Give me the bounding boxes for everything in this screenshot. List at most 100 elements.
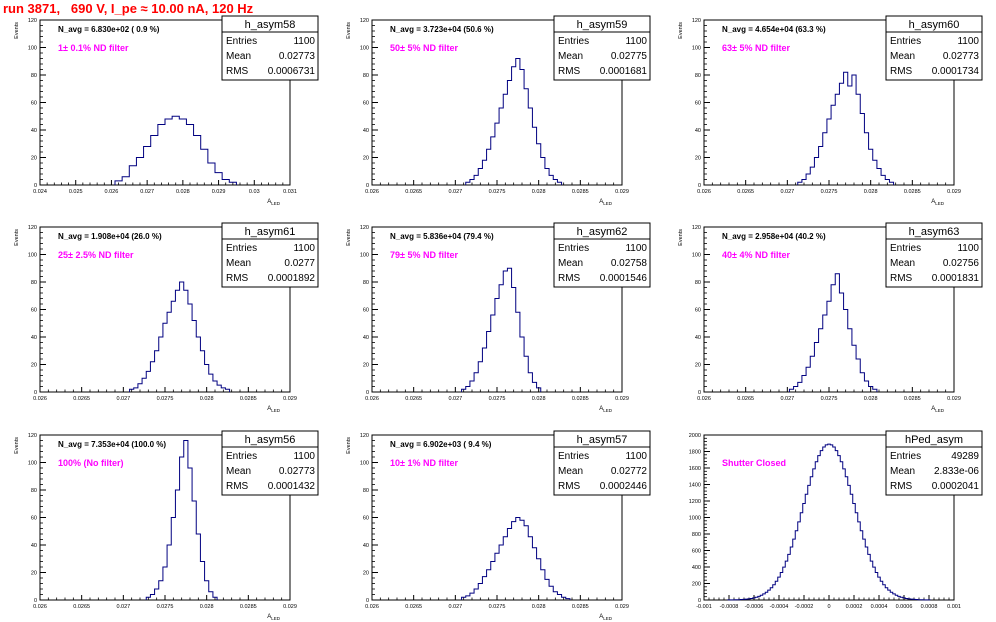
stats-value-rms: 0.0002041: [932, 481, 980, 492]
x-tick-label: 0.027: [140, 189, 154, 195]
y-tick-label: 100: [28, 46, 37, 52]
x-tick-label: 0.024: [33, 189, 47, 195]
navg-label: N_avg = 3.723e+04 (50.6 %): [390, 25, 494, 34]
y-tick-label: 40: [31, 128, 37, 134]
stats-key-entries: Entries: [558, 243, 589, 254]
navg-label: N_avg = 6.902e+03 ( 9.4 %): [390, 440, 492, 449]
x-tick-label: 0.0265: [73, 396, 90, 402]
x-tick-label: 0.0275: [821, 396, 838, 402]
stats-value-mean: 0.02772: [611, 466, 648, 477]
stats-value-mean: 0.0277: [284, 258, 315, 269]
x-tick-label: 0.028: [176, 189, 190, 195]
y-tick-label: 120: [28, 225, 37, 231]
filter-annotation: Shutter Closed: [722, 458, 786, 468]
y-tick-label: 0: [34, 390, 37, 396]
x-tick-label: 0.029: [283, 396, 297, 402]
y-tick-label: 60: [695, 308, 701, 314]
stats-box: [885, 222, 983, 288]
stats-key-entries: Entries: [226, 36, 257, 47]
stats-key-entries: Entries: [226, 451, 257, 462]
histogram-panel-h_asym62: 0.026 0.0265 0.027 0.0275 0.028 0.0285 0.029 0 2…: [346, 222, 651, 413]
x-tick-label: 0.026: [365, 189, 379, 195]
x-tick-label: 0.0275: [489, 396, 506, 402]
x-tick-label: -0.0006: [745, 604, 764, 610]
stats-key-mean: Mean: [890, 258, 915, 269]
x-tick-label: 0.001: [947, 604, 961, 610]
x-tick-label: 0.0265: [405, 396, 422, 402]
x-tick-label: 0.027: [780, 396, 794, 402]
y-tick-label: 1600: [689, 466, 701, 472]
stats-key-rms: RMS: [890, 481, 913, 492]
x-tick-label: -0.0002: [795, 604, 814, 610]
y-tick-label: 60: [363, 516, 369, 522]
x-tick-label: 0.0265: [737, 396, 754, 402]
stats-key-rms: RMS: [890, 66, 913, 77]
navg-label: N_avg = 4.654e+04 (63.3 %): [722, 25, 826, 34]
stats-value-entries: 1100: [957, 36, 979, 47]
stats-key-mean: Mean: [558, 466, 583, 477]
stats-key-rms: RMS: [226, 66, 249, 77]
stats-box: [553, 430, 651, 496]
y-axis-title: Events: [678, 229, 684, 246]
x-tick-label: 0.029: [615, 604, 629, 610]
x-tick-label: 0.0265: [405, 604, 422, 610]
stats-value-rms: 0.0001546: [600, 273, 648, 284]
y-tick-label: 40: [695, 335, 701, 341]
x-tick-label: 0.0285: [572, 396, 589, 402]
x-tick-label: 0.028: [200, 396, 214, 402]
x-tick-label: 0.031: [283, 189, 297, 195]
x-tick-label: 0.0285: [572, 189, 589, 195]
y-tick-label: 40: [31, 335, 37, 341]
x-tick-label: 0.029: [947, 396, 961, 402]
x-axis-title: ALED: [267, 199, 281, 206]
y-axis-title: Events: [678, 22, 684, 39]
y-tick-label: 0: [698, 183, 701, 189]
y-tick-label: 100: [360, 461, 369, 467]
stats-key-mean: Mean: [558, 258, 583, 269]
y-tick-label: 20: [363, 571, 369, 577]
y-tick-label: 80: [695, 280, 701, 286]
x-tick-label: 0.026: [697, 189, 711, 195]
histogram-name: h_asym62: [577, 226, 628, 238]
y-axis-title: Events: [14, 22, 20, 39]
histogram-panel-h_asym57: 0.026 0.0265 0.027 0.0275 0.028 0.0285 0.029 0 2…: [346, 430, 651, 621]
histogram-name: h_asym56: [245, 434, 296, 446]
x-tick-label: -0.0008: [720, 604, 739, 610]
x-tick-label: 0.0285: [240, 396, 257, 402]
y-tick-label: 80: [363, 73, 369, 79]
histogram-series-h_asym62: [461, 267, 542, 392]
x-tick-label: 0.0265: [73, 604, 90, 610]
x-axis-title: ALED: [599, 199, 613, 206]
navg-label: N_avg = 1.908e+04 (26.0 %): [58, 232, 162, 241]
x-tick-label: 0.0006: [896, 604, 913, 610]
x-tick-label: 0.026: [697, 396, 711, 402]
x-axis-title: ALED: [267, 614, 281, 621]
stats-value-entries: 1100: [625, 243, 647, 254]
y-tick-label: 20: [695, 156, 701, 162]
filter-annotation: 50± 5% ND filter: [390, 43, 458, 53]
y-tick-label: 20: [363, 156, 369, 162]
x-tick-label: 0.0275: [821, 189, 838, 195]
x-tick-label: 0.029: [615, 396, 629, 402]
stats-key-mean: Mean: [226, 258, 251, 269]
y-tick-label: 120: [360, 18, 369, 24]
stats-value-mean: 0.02756: [943, 258, 980, 269]
y-tick-label: 0: [366, 183, 369, 189]
x-tick-label: 0.028: [532, 396, 546, 402]
x-tick-label: 0: [827, 604, 830, 610]
histogram-series-h_asym61: [129, 281, 231, 392]
y-axis-title: Events: [346, 229, 352, 246]
stats-value-entries: 49289: [951, 451, 979, 462]
x-tick-label: 0.028: [200, 604, 214, 610]
histogram-name: h_asym63: [909, 226, 960, 238]
y-tick-label: 60: [363, 101, 369, 107]
x-tick-label: 0.027: [116, 396, 130, 402]
stats-value-mean: 2.833e-06: [934, 466, 979, 477]
y-tick-label: 120: [692, 18, 701, 24]
histogram-name: hPed_asym: [905, 434, 963, 446]
x-tick-label: 0.0275: [489, 189, 506, 195]
x-tick-label: 0.0275: [157, 396, 174, 402]
stats-key-rms: RMS: [558, 66, 581, 77]
x-tick-label: 0.026: [33, 604, 47, 610]
